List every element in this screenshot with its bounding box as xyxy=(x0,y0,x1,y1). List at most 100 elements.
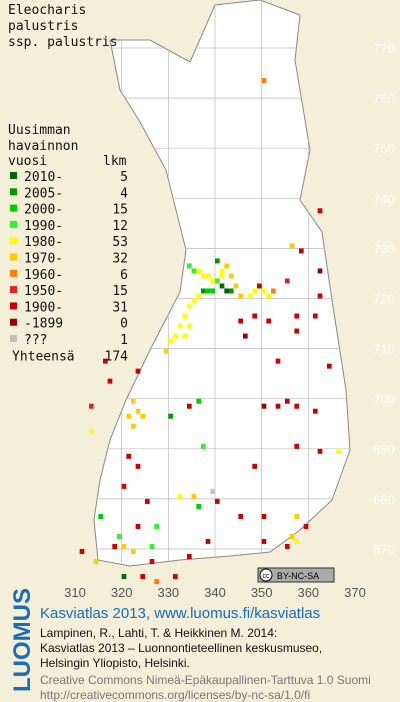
legend-count: 12 xyxy=(112,219,128,234)
observation xyxy=(103,358,108,364)
observation xyxy=(201,288,206,294)
y-tick-label: 710 xyxy=(373,342,395,357)
observation xyxy=(121,543,127,549)
observation xyxy=(126,413,131,419)
legend-count: 5 xyxy=(120,170,128,185)
observation xyxy=(261,513,267,519)
y-tick-label: 750 xyxy=(373,141,395,156)
y-tick-label: 700 xyxy=(373,392,395,407)
observation xyxy=(257,283,262,289)
observation xyxy=(252,463,257,469)
observation xyxy=(271,288,276,294)
observation xyxy=(313,313,318,319)
y-tick-label: 770 xyxy=(373,41,395,56)
legend-title: Uusimman xyxy=(8,123,71,138)
legend-label: 1990- xyxy=(24,219,63,234)
legend-swatch xyxy=(10,335,17,342)
observation xyxy=(252,313,257,319)
observation xyxy=(294,328,299,334)
y-tick-label: 740 xyxy=(373,191,395,206)
observation xyxy=(145,498,150,504)
legend-swatch xyxy=(10,172,17,179)
legend-label: 2000- xyxy=(24,203,63,218)
legend-label: 1970- xyxy=(24,252,63,267)
observation xyxy=(187,323,192,329)
legend-swatch xyxy=(10,237,17,245)
observation xyxy=(201,443,206,449)
y-tick-label: 670 xyxy=(373,542,395,557)
observation xyxy=(327,363,332,369)
legend-count: 0 xyxy=(120,317,128,332)
legend-swatch xyxy=(10,286,17,294)
observation xyxy=(140,574,145,580)
observation xyxy=(196,268,201,274)
observation xyxy=(205,273,211,279)
observation xyxy=(149,543,155,549)
observation xyxy=(140,413,145,419)
observation xyxy=(121,574,127,580)
observation xyxy=(303,523,309,529)
observation xyxy=(313,408,318,414)
observation xyxy=(233,283,239,289)
observation xyxy=(131,423,136,429)
observation xyxy=(238,293,243,299)
observation xyxy=(89,428,94,434)
legend-total-label: Yhteensä xyxy=(12,349,75,364)
observation xyxy=(131,549,136,555)
title-line: Eleocharis xyxy=(8,3,86,18)
observation xyxy=(261,288,267,294)
observation xyxy=(285,398,290,404)
legend-count: 15 xyxy=(112,203,128,218)
observation xyxy=(317,208,323,214)
observation xyxy=(317,448,323,454)
legend-label: 1980- xyxy=(24,235,63,250)
legend-title: vuosi xyxy=(8,154,47,169)
observation xyxy=(187,303,192,309)
observation xyxy=(289,533,295,539)
x-tick-label: 350 xyxy=(251,585,273,600)
badge-cc: cc xyxy=(263,573,271,580)
observation xyxy=(294,513,299,519)
observation xyxy=(112,543,117,549)
legend-swatch xyxy=(10,204,17,212)
observation xyxy=(121,483,127,489)
x-tick-label: 320 xyxy=(111,585,133,600)
observation xyxy=(317,268,323,274)
observation xyxy=(191,493,197,499)
observation xyxy=(210,278,215,284)
y-tick-label: 720 xyxy=(373,292,395,307)
observation xyxy=(177,323,183,329)
observation xyxy=(163,348,169,354)
observation xyxy=(285,278,290,284)
observation xyxy=(205,288,211,294)
citation: Lampinen, R., Lahti, T. & Heikkinen M. 2… xyxy=(40,626,277,640)
observation xyxy=(205,538,211,544)
legend-title: havainnon xyxy=(8,139,78,154)
legend-label: 1950- xyxy=(24,284,63,299)
observation xyxy=(215,498,220,504)
legend-swatch xyxy=(10,318,17,326)
observation xyxy=(173,574,178,580)
observation xyxy=(126,453,131,459)
observation xyxy=(89,403,94,409)
observation xyxy=(238,318,243,324)
observation xyxy=(215,258,220,264)
observation xyxy=(196,293,201,299)
legend-total: 174 xyxy=(105,349,129,364)
observation xyxy=(187,403,192,409)
observation xyxy=(224,288,229,294)
observation xyxy=(294,538,299,544)
observation xyxy=(215,278,220,284)
badge-icon xyxy=(259,568,273,582)
legend-count: 15 xyxy=(112,284,128,299)
legend-count: 53 xyxy=(112,235,128,250)
y-tick-label: 760 xyxy=(373,91,395,106)
observation xyxy=(317,293,323,299)
observation xyxy=(294,313,299,319)
heading: Kasviatlas 2013, www.luomus.fi/kasviatla… xyxy=(40,605,320,622)
observation xyxy=(173,333,178,339)
observation xyxy=(219,273,225,279)
observation xyxy=(219,268,225,274)
